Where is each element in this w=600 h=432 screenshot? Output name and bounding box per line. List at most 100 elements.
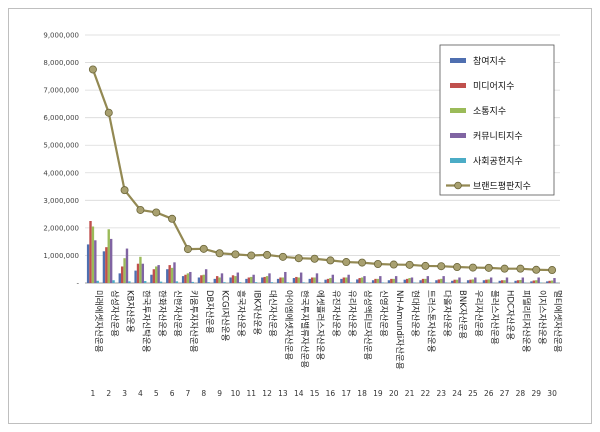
bar xyxy=(421,278,425,283)
x-index-label: 10 xyxy=(231,389,241,398)
bar xyxy=(503,280,506,283)
bar xyxy=(365,282,369,283)
bar xyxy=(550,280,554,283)
bar xyxy=(120,266,124,283)
bar xyxy=(453,279,456,283)
bar xyxy=(413,282,416,283)
y-tick-label: 8,000,000 xyxy=(43,59,79,67)
bar xyxy=(394,276,398,283)
bar xyxy=(118,273,121,283)
y-tick-label: 7,000,000 xyxy=(43,87,79,95)
x-index-label: 1 xyxy=(91,389,96,398)
bar xyxy=(86,244,90,283)
y-tick-label: 4,000,000 xyxy=(43,169,79,177)
bar xyxy=(329,278,332,283)
bar xyxy=(96,280,99,283)
bar xyxy=(239,282,242,283)
line-point xyxy=(358,258,367,267)
bar xyxy=(295,276,298,283)
x-category-label: 멀티에셋자산운용 xyxy=(552,290,563,353)
x-index-label: 12 xyxy=(262,389,272,398)
y-tick-label: 2,000,000 xyxy=(43,224,79,232)
x-index-label: 22 xyxy=(421,389,431,398)
line-point xyxy=(136,205,145,214)
line-point xyxy=(231,250,240,259)
line-point xyxy=(294,254,303,263)
bar xyxy=(234,276,237,283)
bar xyxy=(102,251,106,283)
bar xyxy=(397,282,400,283)
x-index-label: 13 xyxy=(278,389,288,398)
y-tick-label: 1,000,000 xyxy=(43,252,79,260)
bar xyxy=(247,277,251,283)
line-point xyxy=(278,252,287,261)
x-category-label: 플러스자산운용 xyxy=(489,290,500,345)
bar xyxy=(152,269,156,283)
bar xyxy=(173,262,176,283)
bar xyxy=(276,278,280,283)
x-category-label: 아이엠에셋자산운용 xyxy=(283,290,294,361)
bar xyxy=(250,276,253,283)
x-index-label: 6 xyxy=(170,389,175,398)
x-index-label: 5 xyxy=(154,389,159,398)
x-category-label: 우리자산운용 xyxy=(473,290,484,337)
bar xyxy=(91,226,95,283)
x-index-label: 15 xyxy=(310,389,320,398)
bar xyxy=(390,278,393,283)
bar xyxy=(245,278,248,283)
bar xyxy=(184,274,187,283)
y-tick-label: 6,000,000 xyxy=(43,114,79,122)
x-category-label: 이지스자산운용 xyxy=(536,290,547,345)
bar xyxy=(308,278,311,283)
x-index-label: 9 xyxy=(217,389,222,398)
y-tick-label: 5,000,000 xyxy=(43,142,79,150)
bar xyxy=(340,278,343,283)
bar xyxy=(487,279,490,283)
x-category-label: KB자산운용 xyxy=(125,290,136,333)
line-point xyxy=(120,186,129,195)
bar xyxy=(207,282,210,283)
x-category-label: BNK자산운용 xyxy=(457,290,468,339)
bar xyxy=(440,278,443,283)
bar xyxy=(516,280,520,283)
bar xyxy=(455,279,459,283)
line-point xyxy=(342,258,351,267)
line-point xyxy=(484,263,493,272)
bar xyxy=(191,281,194,283)
line-point xyxy=(453,263,462,272)
legend-marker xyxy=(454,181,462,190)
bar xyxy=(514,280,517,283)
bar xyxy=(263,276,266,283)
bar xyxy=(482,280,486,283)
bar xyxy=(157,265,160,283)
bar xyxy=(310,277,314,283)
line-point xyxy=(437,262,446,271)
bar xyxy=(358,278,361,283)
line-point xyxy=(548,266,557,275)
bar xyxy=(94,240,97,283)
bar xyxy=(175,281,179,283)
bar xyxy=(144,281,147,283)
bar xyxy=(315,273,319,283)
bar xyxy=(326,278,330,283)
legend-label: 참여지수 xyxy=(473,55,506,67)
bar xyxy=(170,267,174,283)
legend-swatch xyxy=(450,133,466,138)
bar xyxy=(331,274,335,283)
x-category-label: 한화자산운용 xyxy=(156,290,167,337)
x-index-label: 30 xyxy=(547,389,557,398)
line-point xyxy=(373,259,382,268)
x-category-label: 한국투자신탁운용 xyxy=(140,290,151,353)
bar xyxy=(261,277,264,283)
bar xyxy=(236,272,240,283)
line-point xyxy=(199,244,208,253)
x-category-label: 트러스톤자산운용 xyxy=(425,290,436,353)
bar xyxy=(426,276,430,283)
bar xyxy=(324,279,327,283)
bar xyxy=(134,270,137,283)
x-category-label: 키움투자자산운용 xyxy=(188,290,199,353)
bar xyxy=(498,280,501,283)
y-tick-label: 3,000,000 xyxy=(43,197,79,205)
x-category-label: 한국투자밸류자산운용 xyxy=(299,290,310,368)
bar xyxy=(168,265,171,283)
